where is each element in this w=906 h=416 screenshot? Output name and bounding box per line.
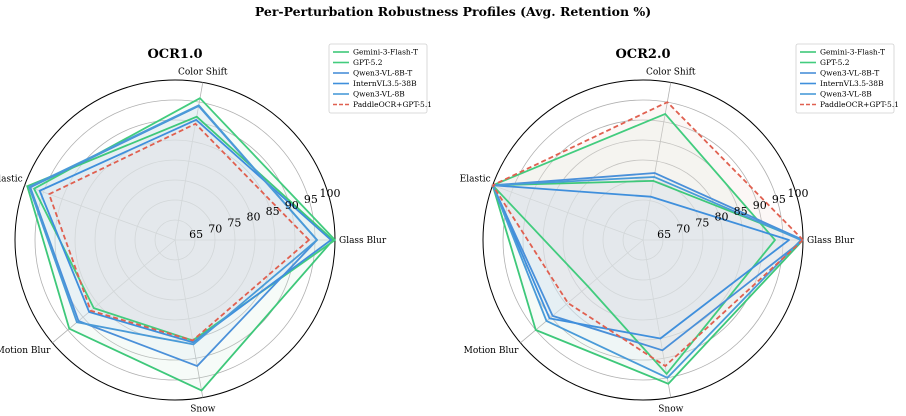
axis-label: Glass Blur — [339, 236, 387, 246]
axis-label: Color Shift — [178, 67, 228, 77]
axis-spoke — [174, 239, 204, 398]
legend-entry: PaddleOCR+GPT-5.1 — [353, 100, 432, 109]
series-line — [491, 113, 776, 375]
series-line — [491, 172, 804, 352]
axis-spoke — [642, 82, 672, 241]
legend-box — [795, 43, 895, 114]
radial-tick-label: 100 — [788, 187, 809, 200]
legend-entry: Gemini-3-Flash-T — [820, 48, 885, 57]
radial-tick-label: 80 — [247, 211, 261, 224]
radial-tick-label: 95 — [304, 193, 318, 206]
series-line — [491, 101, 804, 367]
radial-tick-label: 65 — [189, 228, 203, 241]
axis-label: Glass Blur — [807, 236, 855, 246]
radial-tick-label: 80 — [715, 211, 729, 224]
radial-tick-label: 70 — [208, 222, 222, 235]
legend-entry: GPT-5.2 — [353, 58, 383, 67]
chart-title: OCR2.0 — [615, 47, 670, 62]
series-line — [48, 122, 310, 342]
legend-box — [328, 43, 428, 114]
axis-label: Color Shift — [646, 67, 696, 77]
radial-tick-label: 90 — [285, 199, 299, 212]
series-line — [491, 176, 802, 379]
axis-spoke — [52, 239, 176, 344]
chart-title: OCR1.0 — [147, 47, 202, 62]
radial-tick-label: 85 — [734, 205, 748, 218]
legend-entry: PaddleOCR+GPT-5.1 — [820, 100, 899, 109]
radial-tick-label: 85 — [266, 205, 280, 218]
radar-chart-1: OCR1.0 65 70 75 80 85 90 95 100 Glass Blur Color S… — [0, 43, 432, 415]
radial-tick-label: 90 — [753, 199, 767, 212]
figure-title: Per-Perturbation Robustness Profiles (Av… — [254, 4, 652, 19]
radial-tick-label: 70 — [676, 222, 690, 235]
axis-label: Snow — [658, 405, 683, 415]
radial-tick-label: 75 — [695, 216, 709, 229]
series-line — [491, 184, 790, 340]
series-fill — [49, 123, 310, 341]
series-line — [26, 115, 334, 392]
axis-label: Elastic — [0, 174, 23, 184]
series-fill — [29, 105, 318, 345]
series-fill — [492, 173, 803, 351]
radial-tick-label: 95 — [772, 193, 786, 206]
radial-tick-label: 100 — [320, 187, 341, 200]
legend-entry: Qwen3-VL-8B-T — [353, 69, 412, 78]
axis-label: Snow — [190, 405, 215, 415]
legend-entry: Qwen3-VL-8B-T — [820, 69, 879, 78]
legend-entry: InternVL3.5-38B — [820, 79, 884, 88]
legend-entry: GPT-5.2 — [820, 58, 850, 67]
series-fill — [492, 113, 775, 374]
radar-chart-2: OCR2.0 65 70 75 80 85 90 95 100 Glass Blur Color S… — [460, 43, 899, 415]
radial-tick-label: 65 — [657, 228, 671, 241]
series-line — [491, 180, 804, 385]
axis-spoke — [642, 239, 672, 398]
radial-tick-label: 75 — [227, 216, 241, 229]
legend-entry: Qwen3-VL-8B — [353, 90, 405, 99]
axis-spoke — [174, 82, 204, 241]
axis-spoke — [492, 184, 644, 241]
series-line — [28, 104, 318, 346]
axis-label: Motion Blur — [464, 346, 519, 356]
axis-label: Motion Blur — [0, 346, 51, 356]
series-fill — [492, 176, 801, 378]
legend-entry: Gemini-3-Flash-T — [353, 48, 418, 57]
legend-entry: InternVL3.5-38B — [353, 79, 417, 88]
legend-entry: Qwen3-VL-8B — [820, 90, 872, 99]
axis-spoke — [520, 239, 644, 344]
axis-label: Elastic — [460, 174, 491, 184]
